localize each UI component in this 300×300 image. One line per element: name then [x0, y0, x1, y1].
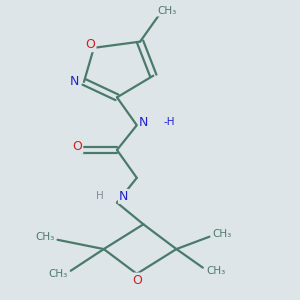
Text: CH₃: CH₃ — [157, 6, 176, 16]
Text: CH₃: CH₃ — [206, 266, 225, 276]
Text: O: O — [72, 140, 82, 153]
Text: H: H — [96, 191, 104, 201]
Text: CH₃: CH₃ — [48, 269, 68, 279]
Text: N: N — [69, 75, 79, 88]
Text: -H: -H — [163, 117, 175, 127]
Text: N: N — [119, 190, 128, 203]
Text: CH₃: CH₃ — [213, 229, 232, 238]
Text: CH₃: CH₃ — [35, 232, 54, 242]
Text: O: O — [85, 38, 95, 51]
Text: N: N — [139, 116, 148, 129]
Text: O: O — [132, 274, 142, 286]
